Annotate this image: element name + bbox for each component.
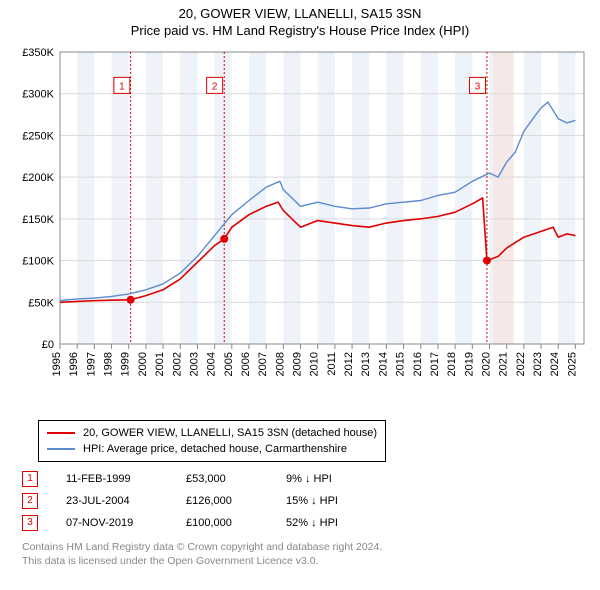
svg-text:£300K: £300K bbox=[22, 89, 54, 101]
event-price-1: £53,000 bbox=[186, 473, 286, 485]
svg-text:2023: 2023 bbox=[532, 352, 544, 376]
legend-label-1: 20, GOWER VIEW, LLANELLI, SA15 3SN (deta… bbox=[83, 425, 377, 441]
svg-text:2008: 2008 bbox=[274, 352, 286, 376]
event-date-1: 11-FEB-1999 bbox=[66, 473, 186, 485]
svg-text:2013: 2013 bbox=[360, 352, 372, 376]
svg-text:3: 3 bbox=[475, 81, 481, 92]
event-marker-3: 3 bbox=[22, 515, 38, 531]
svg-text:£150K: £150K bbox=[22, 214, 54, 226]
svg-text:2010: 2010 bbox=[309, 352, 321, 376]
chart-container: 20, GOWER VIEW, LLANELLI, SA15 3SN Price… bbox=[0, 0, 600, 590]
event-price-3: £100,000 bbox=[186, 517, 286, 529]
footer: Contains HM Land Registry data © Crown c… bbox=[22, 540, 382, 568]
event-price-2: £126,000 bbox=[186, 495, 286, 507]
svg-text:1999: 1999 bbox=[120, 352, 132, 376]
svg-text:2021: 2021 bbox=[498, 352, 510, 376]
legend-swatch-1 bbox=[47, 432, 75, 434]
svg-text:2025: 2025 bbox=[566, 352, 578, 376]
svg-text:1996: 1996 bbox=[68, 352, 80, 376]
event-row-3: 3 07-NOV-2019 £100,000 52% ↓ HPI bbox=[22, 512, 338, 534]
svg-text:2003: 2003 bbox=[188, 352, 200, 376]
svg-text:£350K: £350K bbox=[22, 47, 54, 59]
events-table: 1 11-FEB-1999 £53,000 9% ↓ HPI 2 23-JUL-… bbox=[22, 468, 338, 534]
event-date-3: 07-NOV-2019 bbox=[66, 517, 186, 529]
svg-text:1997: 1997 bbox=[85, 352, 97, 376]
svg-text:2009: 2009 bbox=[292, 352, 304, 376]
title-line-2: Price paid vs. HM Land Registry's House … bbox=[0, 21, 600, 42]
svg-text:£250K: £250K bbox=[22, 130, 54, 142]
legend-item-2: HPI: Average price, detached house, Carm… bbox=[47, 441, 377, 457]
event-hpi-1: 9% ↓ HPI bbox=[286, 473, 332, 485]
svg-text:£200K: £200K bbox=[22, 172, 54, 184]
svg-text:2024: 2024 bbox=[549, 352, 561, 376]
svg-text:2022: 2022 bbox=[515, 352, 527, 376]
event-row-1: 1 11-FEB-1999 £53,000 9% ↓ HPI bbox=[22, 468, 338, 490]
footer-line-1: Contains HM Land Registry data © Crown c… bbox=[22, 540, 382, 554]
svg-text:2012: 2012 bbox=[343, 352, 355, 376]
svg-text:2002: 2002 bbox=[171, 352, 183, 376]
line-chart-svg: £0 £50K £100K £150K £200K £250K £300K £350K 1995… bbox=[8, 44, 592, 404]
svg-text:2018: 2018 bbox=[446, 352, 458, 376]
svg-text:£0: £0 bbox=[42, 339, 54, 351]
svg-text:£100K: £100K bbox=[22, 256, 54, 268]
event-row-2: 2 23-JUL-2004 £126,000 15% ↓ HPI bbox=[22, 490, 338, 512]
svg-text:2000: 2000 bbox=[137, 352, 149, 376]
svg-text:2019: 2019 bbox=[463, 352, 475, 376]
svg-text:2004: 2004 bbox=[206, 352, 218, 376]
event-date-2: 23-JUL-2004 bbox=[66, 495, 186, 507]
event-hpi-2: 15% ↓ HPI bbox=[286, 495, 338, 507]
svg-text:2015: 2015 bbox=[395, 352, 407, 376]
svg-text:2006: 2006 bbox=[240, 352, 252, 376]
title-line-1: 20, GOWER VIEW, LLANELLI, SA15 3SN bbox=[0, 0, 600, 21]
legend-label-2: HPI: Average price, detached house, Carm… bbox=[83, 441, 347, 457]
svg-text:2: 2 bbox=[212, 81, 218, 92]
svg-text:£50K: £50K bbox=[28, 297, 54, 309]
svg-text:1998: 1998 bbox=[103, 352, 115, 376]
legend-item-1: 20, GOWER VIEW, LLANELLI, SA15 3SN (deta… bbox=[47, 425, 377, 441]
svg-text:2014: 2014 bbox=[377, 352, 389, 376]
svg-text:1: 1 bbox=[119, 81, 125, 92]
event-hpi-3: 52% ↓ HPI bbox=[286, 517, 338, 529]
svg-text:2011: 2011 bbox=[326, 352, 338, 376]
event-marker-1: 1 bbox=[22, 471, 38, 487]
svg-text:2020: 2020 bbox=[481, 352, 493, 376]
svg-text:2017: 2017 bbox=[429, 352, 441, 376]
event-marker-2: 2 bbox=[22, 493, 38, 509]
svg-text:2005: 2005 bbox=[223, 352, 235, 376]
svg-text:2001: 2001 bbox=[154, 352, 166, 376]
footer-line-2: This data is licensed under the Open Gov… bbox=[22, 554, 382, 568]
chart-area: £0 £50K £100K £150K £200K £250K £300K £350K 1995… bbox=[8, 44, 592, 404]
svg-text:2016: 2016 bbox=[412, 352, 424, 376]
legend: 20, GOWER VIEW, LLANELLI, SA15 3SN (deta… bbox=[38, 420, 386, 462]
legend-swatch-2 bbox=[47, 448, 75, 450]
svg-text:1995: 1995 bbox=[51, 352, 63, 376]
svg-text:2007: 2007 bbox=[257, 352, 269, 376]
